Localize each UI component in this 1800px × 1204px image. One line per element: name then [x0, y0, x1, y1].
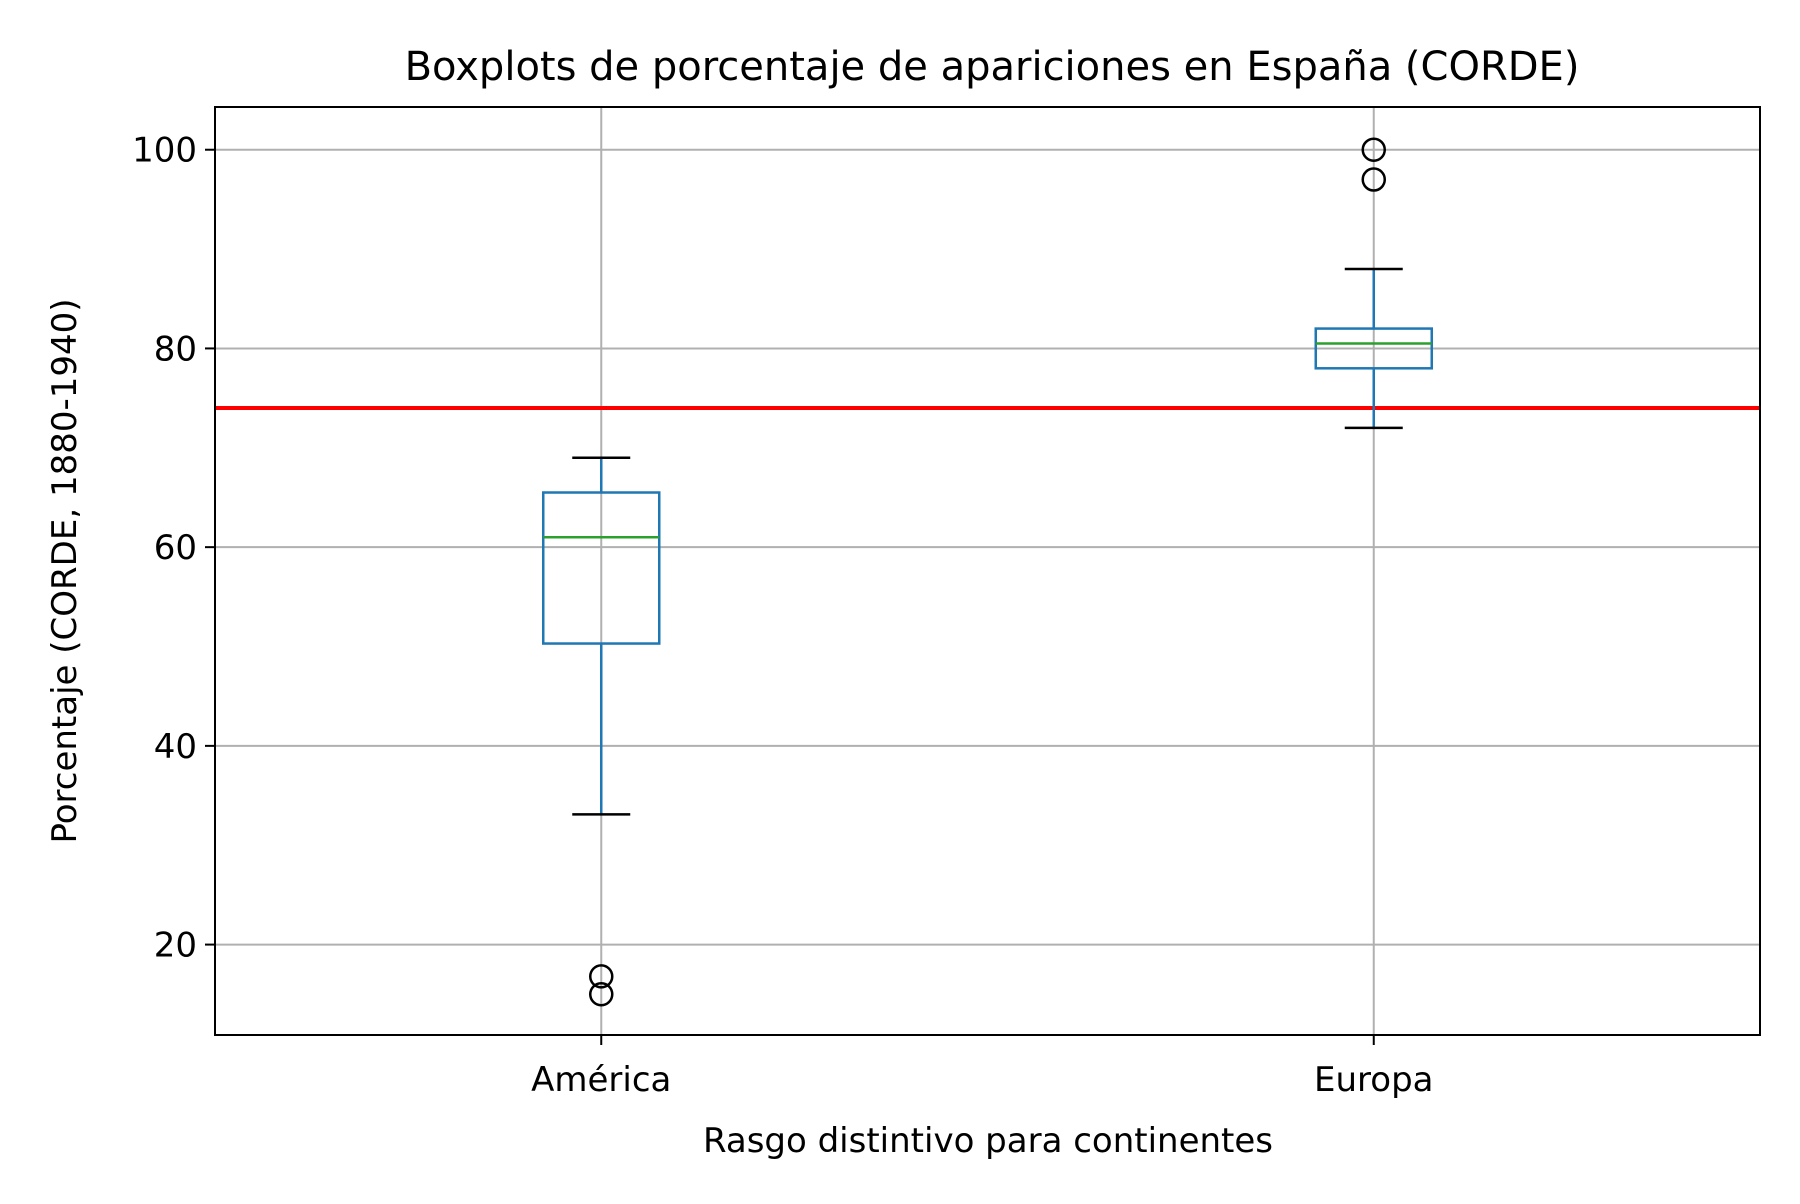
y-tick-label: 60	[154, 528, 197, 568]
box-europa	[1314, 137, 1433, 430]
boxes-group	[542, 137, 1433, 1007]
y-axis-label: Porcentaje (CORDE, 1880-1940)	[45, 298, 85, 843]
box-america	[542, 456, 661, 1007]
outlier-point-europa	[1361, 137, 1386, 162]
x-tick-label: América	[531, 1060, 671, 1100]
y-tick-label: 100	[132, 131, 197, 171]
x-axis-label: Rasgo distintivo para continentes	[703, 1121, 1273, 1161]
box-rect-europa	[1314, 327, 1433, 370]
plot-frame	[214, 106, 1761, 1036]
y-tick-label: 20	[154, 926, 197, 966]
chart-title: Boxplots de porcentaje de apariciones en…	[405, 44, 1580, 90]
outlier-point-america	[589, 982, 614, 1007]
x-tick-label: Europa	[1314, 1060, 1433, 1100]
outlier-point-europa	[1361, 167, 1386, 192]
axis-ticks: 20 40 60 80 100 América Europa	[132, 131, 1433, 1100]
grid-lines	[215, 107, 1760, 1035]
box-rect-america	[542, 491, 661, 645]
y-tick-label: 80	[154, 329, 197, 369]
outlier-point-america	[589, 964, 614, 989]
y-tick-label: 40	[154, 727, 197, 767]
